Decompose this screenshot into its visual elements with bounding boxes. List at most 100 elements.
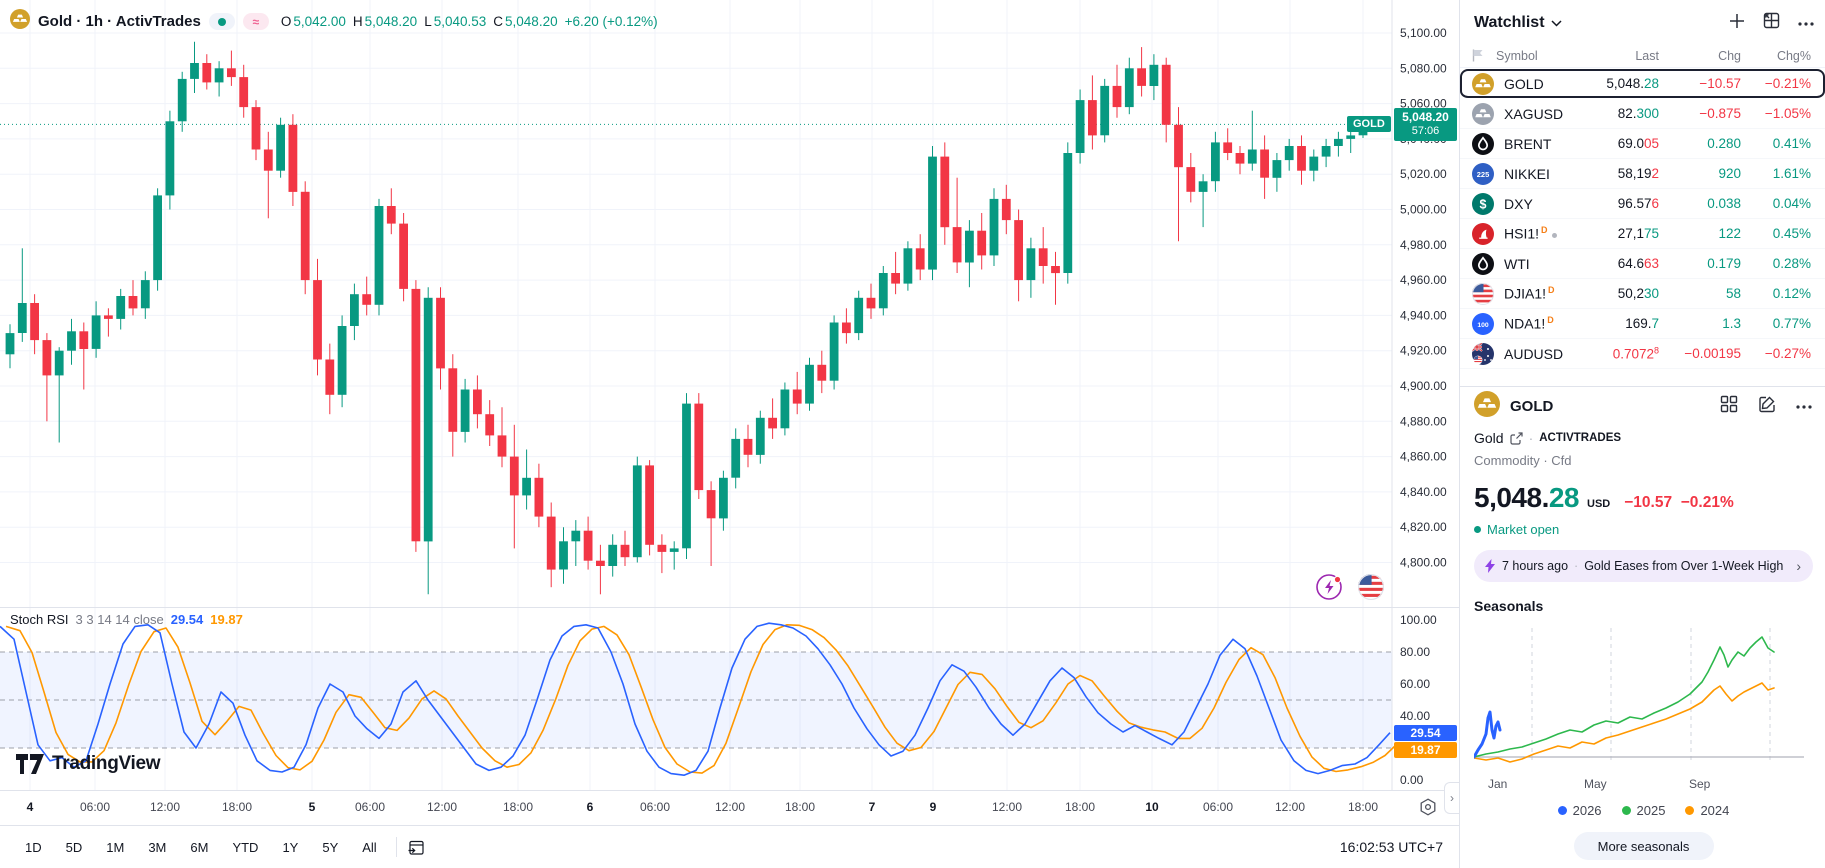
watchlist-more-menu-icon[interactable] (1797, 14, 1815, 32)
market-open-dot-icon (1474, 526, 1481, 533)
sidebar-collapse-handle[interactable]: › (1444, 782, 1459, 814)
approx-data-pill[interactable]: ≈ (242, 13, 269, 30)
watchlist-row-wti[interactable]: WTI 64.663 0.179 0.28% (1460, 249, 1825, 279)
range-button-1m[interactable]: 1M (106, 839, 125, 855)
session-clock[interactable]: 16:02:53 UTC+7 (1339, 839, 1443, 855)
svg-text:40.00: 40.00 (1400, 709, 1430, 723)
market-status[interactable]: Market open (1474, 522, 1813, 537)
column-chg-pct[interactable]: Chg% (1776, 48, 1811, 63)
news-banner[interactable]: 7 hours ago · Gold Eases from Over 1-Wee… (1474, 550, 1813, 582)
chevron-right-icon: › (1796, 558, 1801, 574)
go-to-date-icon[interactable] (407, 838, 426, 857)
column-last[interactable]: Last (1635, 48, 1659, 63)
watchlist-row-hsi1[interactable]: HSI1! D 27,175 122 0.45% (1460, 219, 1825, 249)
detail-more-menu-icon[interactable] (1795, 397, 1813, 415)
symbol-name: XAGUSD (1504, 105, 1564, 122)
time-axis-label: 06:00 (1202, 800, 1234, 814)
symbol-detail-panel: GOLD Gold · ACTIVTRADES Commodity · Cfd … (1474, 388, 1813, 582)
svg-text:4,800.00: 4,800.00 (1400, 556, 1447, 570)
tradingview-logo[interactable]: TradingView (16, 753, 161, 775)
watchlist-row-brent[interactable]: BRENT 69.005 0.280 0.41% (1460, 129, 1825, 159)
pane-divider[interactable] (0, 607, 1459, 608)
delayed-data-badge: D (1541, 225, 1548, 236)
range-button-6m[interactable]: 6M (190, 839, 209, 855)
time-axis-label: 18:00 (502, 800, 534, 814)
detail-edit-icon[interactable] (1757, 394, 1777, 419)
seasonals-title: Seasonals (1474, 598, 1544, 614)
time-axis-label: 10 (1145, 800, 1159, 814)
svg-text:80.00: 80.00 (1400, 645, 1430, 659)
svg-text:4,940.00: 4,940.00 (1400, 308, 1447, 322)
change: 122 (1718, 226, 1741, 241)
change-pct: 0.04% (1772, 196, 1811, 211)
add-symbol-button[interactable] (1728, 12, 1746, 35)
close-value: 5,048.20 (505, 14, 558, 29)
watchlist-row-audusd[interactable]: AUDUSD 0.70728 −0.00195 −0.27% (1460, 339, 1825, 369)
watchlist-layout-icon[interactable] (1762, 11, 1781, 35)
change-pct: 0.12% (1772, 286, 1811, 301)
rsi-legend: Stoch RSI 3 3 14 14 close 29.54 19.87 (10, 612, 243, 627)
quick-news-icon[interactable] (1315, 573, 1343, 601)
last-price: 64.663 (1617, 256, 1659, 271)
dxy-icon: $ (1472, 192, 1494, 215)
rsi-title[interactable]: Stoch RSI (10, 612, 69, 627)
change: 0.280 (1707, 136, 1741, 151)
nikkei-icon: 225 (1472, 162, 1494, 185)
high-value: 5,048.20 (364, 14, 418, 29)
svg-text:5,060.00: 5,060.00 (1400, 97, 1447, 111)
time-axis-label: 9 (929, 800, 937, 814)
time-axis[interactable]: 4 06:00 12:00 18:00 5 06:00 12:00 18:00 6 06:00 12… (0, 790, 1459, 825)
month-label-jan: Jan (1488, 777, 1508, 791)
more-seasonals-button[interactable]: More seasonals (1573, 832, 1714, 860)
chart-legend: Gold · 1h · ActivTrades ≈ O 5,042.00 H 5… (10, 9, 658, 34)
oil-icon (1472, 252, 1494, 275)
legend-item-2024[interactable]: 2024 (1685, 803, 1729, 818)
range-button-1y[interactable]: 1Y (282, 839, 299, 855)
column-chg[interactable]: Chg (1718, 48, 1741, 63)
dot-separator: · (1574, 559, 1579, 573)
market-status-pill[interactable] (208, 13, 235, 30)
delayed-data-badge: D (1547, 315, 1554, 326)
last-price: 69.005 (1617, 136, 1659, 151)
time-axis-label: 12:00 (149, 800, 181, 814)
legend-item-2026[interactable]: 2026 (1557, 803, 1602, 818)
change-pct: 0.28% (1772, 256, 1811, 271)
svg-text:0.00: 0.00 (1400, 773, 1424, 787)
watchlist-row-nikkei[interactable]: 225 NIKKEI 58,192 920 1.61% (1460, 159, 1825, 189)
column-symbol[interactable]: Symbol (1496, 48, 1538, 63)
range-button-all[interactable]: All (362, 839, 377, 855)
watchlist-row-nda1[interactable]: 100 NDA1! D 169.7 1.3 0.77% (1460, 309, 1825, 339)
symbol-name: WTI (1504, 255, 1530, 272)
main-price-chart[interactable]: 5,100.005,080.005,060.005,040.005,020.00… (0, 0, 1459, 608)
legend-item-2025[interactable]: 2025 (1621, 803, 1665, 818)
svg-text:5,080.00: 5,080.00 (1400, 61, 1447, 75)
detail-layout-grid-icon[interactable] (1719, 394, 1739, 419)
detail-full-name[interactable]: Gold (1474, 430, 1504, 446)
tradingview-logo-text: TradingView (52, 753, 161, 774)
last-price: 58,192 (1617, 166, 1659, 181)
range-button-ytd[interactable]: YTD (232, 839, 259, 855)
nasdaq-icon: 100 (1472, 312, 1494, 335)
stoch-rsi-chart[interactable]: 100.00 80.00 60.00 40.00 0.00 (0, 608, 1459, 790)
symbol-title[interactable]: Gold · 1h · ActivTrades (38, 13, 201, 30)
range-button-1d[interactable]: 1D (25, 839, 42, 855)
symbol-name: BRENT (1504, 135, 1552, 152)
time-axis-label: 18:00 (1347, 800, 1379, 814)
range-button-5y[interactable]: 5Y (322, 839, 339, 855)
status-dot-icon (1551, 232, 1557, 238)
range-button-5d[interactable]: 5D (65, 839, 83, 855)
watchlist-row-gold[interactable]: GOLD 5,048.28 −10.57 −0.21% (1460, 69, 1825, 99)
external-link-icon[interactable] (1509, 431, 1523, 445)
economic-calendar-icon[interactable] (1357, 573, 1385, 601)
range-button-3m[interactable]: 3M (148, 839, 167, 855)
rsi-k-value: 29.54 (170, 612, 204, 627)
watchlist-row-dxy[interactable]: $ DXY 96.576 0.038 0.04% (1460, 189, 1825, 219)
time-axis-label: 06:00 (354, 800, 386, 814)
last-price: 50,230 (1617, 286, 1659, 301)
last-price: 169.7 (1625, 316, 1659, 331)
month-label-sep: Sep (1689, 777, 1711, 791)
watchlist-row-xagusd[interactable]: XAGUSD 82.300 −0.875 −1.05% (1460, 99, 1825, 129)
watchlist-title[interactable]: Watchlist (1474, 14, 1562, 32)
watchlist-row-djia1[interactable]: DJIA1! D 50,230 58 0.12% (1460, 279, 1825, 309)
axis-settings-gear-icon[interactable] (1418, 797, 1438, 822)
